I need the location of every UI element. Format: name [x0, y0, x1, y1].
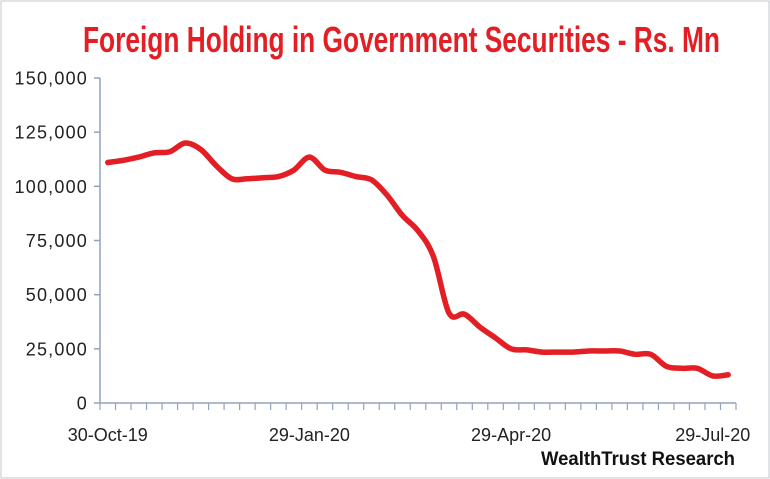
source-credit: WealthTrust Research	[541, 449, 735, 470]
data-point	[291, 167, 297, 173]
data-point	[353, 174, 359, 180]
data-point	[663, 363, 669, 369]
y-tick-label: 25,000	[26, 339, 88, 359]
y-tick-label: 100,000	[15, 177, 88, 197]
data-point	[493, 335, 499, 341]
data-point	[275, 174, 281, 180]
y-tick-label: 125,000	[15, 123, 88, 143]
data-point	[617, 348, 623, 354]
data-point	[632, 351, 638, 357]
data-point	[213, 163, 219, 169]
data-point	[570, 349, 576, 355]
data-point	[337, 169, 343, 175]
data-point	[384, 192, 390, 198]
x-tick-label: 29-Jan-20	[269, 425, 350, 445]
data-point	[710, 373, 716, 379]
data-point	[431, 254, 437, 260]
data-point	[648, 351, 654, 357]
x-tick-label: 29-Apr-20	[471, 425, 551, 445]
data-point	[725, 372, 731, 378]
data-point	[136, 154, 142, 160]
data-point	[369, 177, 375, 183]
data-point	[400, 213, 406, 219]
data-point	[105, 160, 111, 166]
data-point	[694, 365, 700, 371]
chart-figure: Foreign Holding in Government Securities…	[0, 0, 770, 479]
x-tick-label: 30-Oct-19	[68, 425, 148, 445]
line-chart: Foreign Holding in Government Securities…	[0, 0, 770, 479]
y-tick-label: 75,000	[26, 231, 88, 251]
chart-title: Foreign Holding in Government Securities…	[83, 19, 720, 60]
data-point	[167, 149, 173, 155]
y-tick-label: 0	[77, 394, 88, 414]
data-point	[462, 311, 468, 317]
data-point	[524, 347, 530, 353]
data-point	[244, 176, 250, 182]
data-point	[446, 310, 452, 316]
data-point	[679, 365, 685, 371]
x-tick-label: 29-Jul-20	[675, 425, 750, 445]
y-tick-label: 150,000	[15, 69, 88, 89]
data-point	[198, 147, 204, 153]
data-point	[182, 140, 188, 146]
data-point	[306, 154, 312, 160]
data-point	[260, 175, 266, 181]
data-point	[120, 157, 126, 163]
data-point	[151, 150, 157, 156]
data-point	[477, 324, 483, 330]
data-point	[229, 176, 235, 182]
data-point	[555, 349, 561, 355]
data-point	[586, 348, 592, 354]
data-point	[539, 349, 545, 355]
data-point	[601, 348, 607, 354]
y-tick-label: 50,000	[26, 285, 88, 305]
data-point	[508, 346, 514, 352]
figure-frame	[1, 1, 769, 478]
data-point	[415, 228, 421, 234]
data-point	[322, 167, 328, 173]
